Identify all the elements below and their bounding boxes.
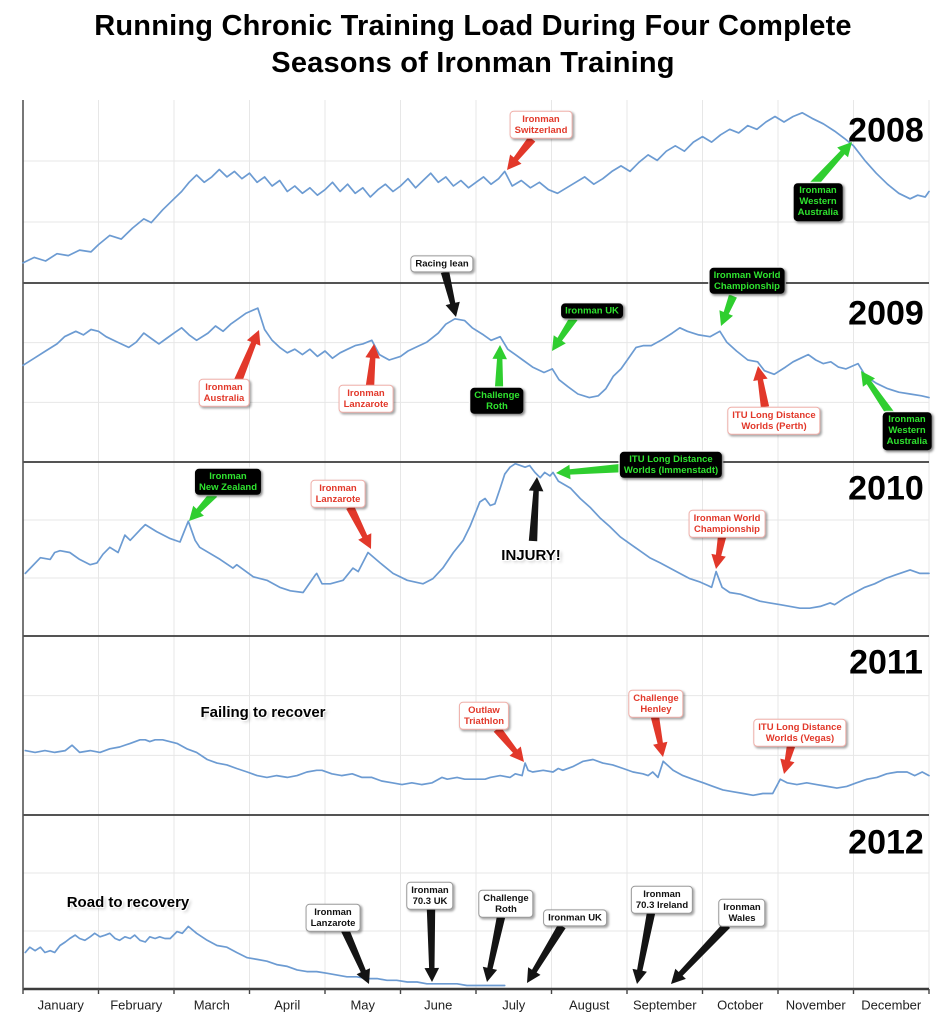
- annotation-arrow: [632, 912, 656, 984]
- annotation-label: INJURY!: [501, 547, 561, 565]
- year-label: 2011: [849, 643, 923, 682]
- annotation-label: Challenge Roth: [478, 889, 534, 919]
- annotation-label: Ironman Australia: [198, 378, 250, 408]
- annotation-arrow: [719, 294, 737, 326]
- annotation-label: Failing to recover: [200, 704, 326, 722]
- month-label: February: [110, 997, 163, 1013]
- annotation-arrow: [346, 505, 372, 549]
- annotation-label: Racing lean: [410, 255, 474, 273]
- annotation-arrow: [341, 928, 370, 984]
- month-label: March: [193, 997, 230, 1013]
- month-label: April: [274, 997, 301, 1013]
- annotation-label: ITU Long Distance Worlds (Immenstadt): [619, 451, 723, 479]
- chart-title-line1: Running Chronic Training Load During Fou…: [94, 10, 852, 42]
- annotation-arrow: [189, 491, 218, 521]
- annotation-arrow: [440, 271, 460, 317]
- annotation-label: Ironman Wales: [718, 898, 766, 928]
- ctl-line-2008: [22, 111, 930, 264]
- year-label: 2010: [848, 469, 924, 508]
- annotation-arrow: [552, 315, 578, 351]
- ctl-line-2011: [24, 738, 930, 797]
- year-label: 2008: [848, 111, 924, 150]
- annotation-arrow: [650, 716, 668, 757]
- annotation-arrow: [528, 477, 544, 542]
- annotation-arrow: [365, 344, 380, 387]
- annotation-label: Challenge Roth: [470, 387, 524, 415]
- annotation-arrow: [809, 142, 852, 188]
- month-label: September: [632, 997, 697, 1013]
- annotation-arrow: [493, 726, 524, 762]
- annotation-label: Ironman 70.3 Ireland: [630, 885, 694, 915]
- ctl-line-2010: [24, 462, 930, 610]
- month-label: May: [350, 997, 376, 1013]
- annotation-label: Ironman Western Australia: [793, 183, 843, 221]
- year-label: 2009: [848, 294, 924, 333]
- annotation-label: Challenge Henley: [628, 689, 684, 719]
- annotation-label: Ironman Western Australia: [882, 412, 932, 450]
- annotation-arrow: [861, 371, 896, 419]
- month-label: December: [861, 997, 922, 1013]
- month-label: August: [569, 997, 610, 1013]
- annotation-label: Ironman UK: [543, 909, 607, 927]
- annotation-arrow: [234, 330, 261, 383]
- month-label: July: [502, 997, 526, 1013]
- chart-title: Running Chronic Training Load During Fou…: [0, 8, 946, 82]
- ctl-line-2012: [24, 925, 506, 987]
- annotation-label: Ironman World Championship: [688, 509, 766, 539]
- annotation-arrow: [424, 908, 440, 982]
- annotation-label: Outlaw Triathlon: [458, 701, 510, 731]
- annotation-label: Ironman 70.3 UK: [406, 881, 454, 911]
- annotation-arrow: [780, 745, 796, 774]
- chart-title-line2: Seasons of Ironman Training: [271, 47, 675, 80]
- ctl-line-2009: [22, 307, 930, 399]
- annotation-arrow: [527, 923, 566, 983]
- annotation-arrow: [671, 922, 730, 984]
- month-label: June: [424, 997, 453, 1013]
- annotation-label: Ironman Switzerland: [509, 110, 573, 140]
- annotation-arrow: [482, 916, 506, 982]
- month-label: November: [785, 997, 846, 1013]
- annotation-label: Ironman Lanzarote: [305, 903, 361, 933]
- annotation-arrow: [556, 463, 623, 480]
- annotation-arrow: [711, 536, 727, 569]
- annotation-label: Ironman Lanzarote: [338, 384, 394, 414]
- annotation-label: Ironman Lanzarote: [310, 479, 366, 509]
- annotation-label: Ironman World Championship: [709, 267, 785, 295]
- annotation-label: ITU Long Distance Worlds (Perth): [727, 406, 821, 436]
- annotation-label: Ironman New Zealand: [194, 468, 262, 496]
- annotation-label: ITU Long Distance Worlds (Vegas): [753, 718, 847, 748]
- annotation-label: Ironman UK: [561, 303, 623, 319]
- month-label: October: [717, 997, 764, 1013]
- annotation-arrow: [492, 345, 507, 390]
- month-label: January: [37, 997, 84, 1013]
- annotation-arrow: [753, 366, 770, 408]
- year-label: 2012: [848, 823, 924, 862]
- annotation-label: Road to recovery: [66, 894, 190, 912]
- annotation-arrow: [507, 136, 536, 170]
